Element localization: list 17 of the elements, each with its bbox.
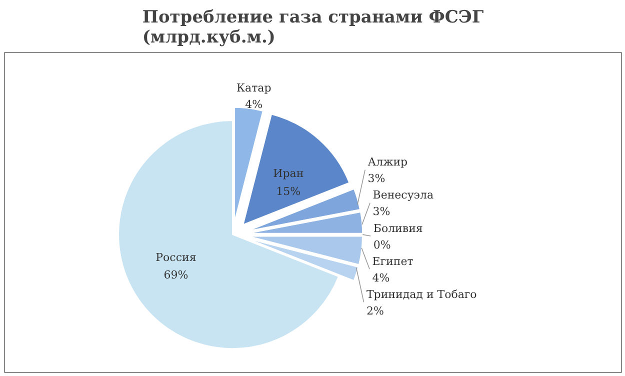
legend-label: Боливия [373, 222, 423, 235]
slice-label: Катар [236, 81, 272, 94]
chart-title: Потребление газа странами ФСЭГ (млрд.куб.м.) [142, 8, 484, 48]
data-label: 4% [245, 98, 263, 111]
slice-label: Алжир [368, 156, 408, 169]
slice-label: Тринидад и Тобаго [366, 288, 478, 301]
data-label: 3% [372, 205, 390, 218]
slice-label: Венесуэла [372, 188, 434, 202]
data-label: 2% [366, 304, 384, 318]
text: 0% [373, 238, 391, 252]
data-label: 4% [372, 271, 390, 284]
data-label: 15% [276, 184, 301, 198]
slice-label: Россия [156, 250, 196, 264]
slice-label: Иран [273, 167, 304, 180]
data-label: 69% [164, 268, 188, 282]
slice-label: Египет [372, 254, 414, 268]
data-label: 3% [368, 172, 386, 186]
